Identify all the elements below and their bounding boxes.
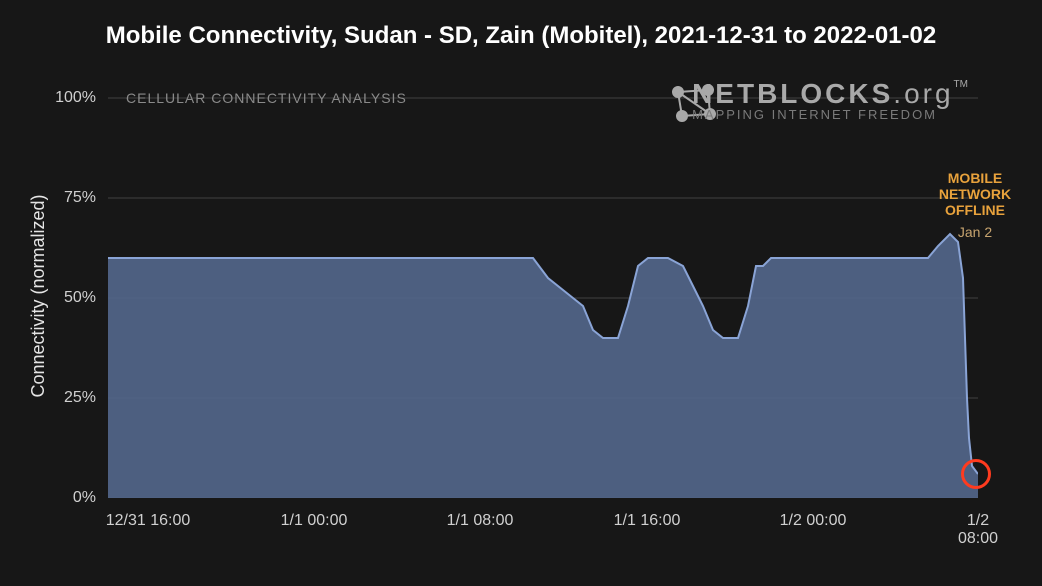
brand-tm: TM [954, 79, 968, 90]
annotation-line-2: NETWORK [920, 186, 1030, 202]
brand-suffix: .org [893, 78, 953, 109]
chart-area: Connectivity (normalized) CELLULAR CONNE… [108, 78, 978, 498]
chart-subtitle: CELLULAR CONNECTIVITY ANALYSIS [126, 90, 407, 106]
brand-tagline: MAPPING INTERNET FREEDOM [692, 108, 968, 121]
offline-marker-circle [961, 459, 991, 489]
x-tick-label: 1/1 00:00 [281, 512, 348, 530]
chart-title: Mobile Connectivity, Sudan - SD, Zain (M… [0, 0, 1042, 50]
x-tick-label: 1/2 08:00 [958, 512, 998, 548]
offline-annotation: MOBILE NETWORK OFFLINE Jan 2 [920, 170, 1030, 240]
annotation-date: Jan 2 [920, 224, 1030, 240]
netblocks-brand: NETBLOCKS.orgTM MAPPING INTERNET FREEDOM [692, 80, 968, 121]
x-tick-label: 1/2 00:00 [780, 512, 847, 530]
brand-name: NETBLOCKS [692, 78, 893, 109]
y-tick-label: 50% [36, 289, 96, 307]
y-tick-label: 0% [36, 489, 96, 507]
y-tick-label: 100% [36, 89, 96, 107]
x-tick-label: 1/1 08:00 [447, 512, 514, 530]
x-tick-label: 12/31 16:00 [106, 512, 191, 530]
y-tick-label: 25% [36, 389, 96, 407]
annotation-line-1: MOBILE [920, 170, 1030, 186]
y-tick-label: 75% [36, 189, 96, 207]
area-chart [108, 78, 978, 498]
annotation-line-3: OFFLINE [920, 202, 1030, 218]
x-tick-label: 1/1 16:00 [614, 512, 681, 530]
